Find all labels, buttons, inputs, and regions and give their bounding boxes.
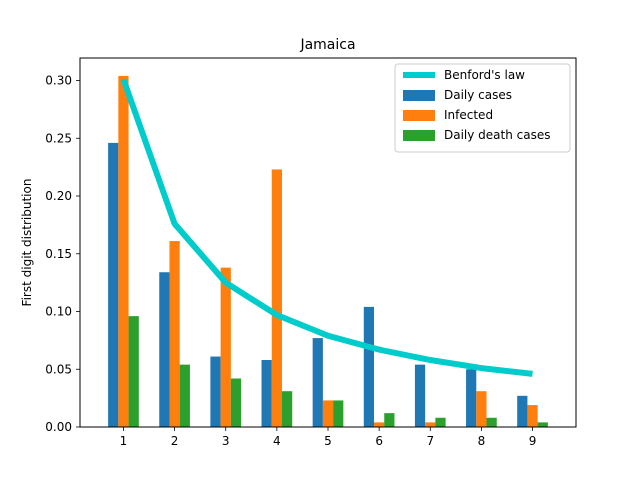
x-tick-label: 1 xyxy=(120,434,128,448)
y-tick-label: 0.00 xyxy=(45,420,72,434)
y-tick-label: 0.25 xyxy=(45,131,72,145)
bar-daily-cases-3 xyxy=(210,356,221,427)
y-axis-ticks: 0.00 0.05 0.10 0.15 0.20 0.25 0.30 xyxy=(45,74,80,434)
bar-daily-death-cases-5 xyxy=(333,400,344,427)
bar-daily-death-cases-6 xyxy=(384,413,395,427)
bar-daily-cases-6 xyxy=(363,306,375,427)
x-tick-label: 9 xyxy=(529,434,537,448)
legend-label: Daily death cases xyxy=(444,128,551,142)
legend-swatch-bar xyxy=(403,130,435,141)
bar-daily-death-cases-3 xyxy=(230,378,242,427)
bar-daily-death-cases-8 xyxy=(486,417,497,427)
y-tick-label: 0.30 xyxy=(45,74,72,88)
bar-daily-cases-7 xyxy=(414,364,426,427)
bar-daily-cases-2 xyxy=(159,272,170,427)
bar-infected-5 xyxy=(322,400,334,427)
x-axis-ticks: 1 2 3 4 5 6 7 8 9 xyxy=(120,427,537,448)
x-tick-label: 6 xyxy=(375,434,383,448)
line-benford-s-law xyxy=(120,78,533,377)
bar-infected-2 xyxy=(169,241,180,427)
bar-daily-cases-9 xyxy=(517,395,528,427)
bar-daily-death-cases-2 xyxy=(179,364,190,427)
legend-swatch-bar xyxy=(403,110,435,121)
bar-infected-8 xyxy=(476,391,487,427)
legend-label: Benford's law xyxy=(444,68,525,82)
bar-daily-death-cases-7 xyxy=(435,417,446,427)
bar-daily-cases-8 xyxy=(466,369,477,427)
bar-infected-3 xyxy=(220,267,231,427)
lines xyxy=(120,78,533,377)
x-tick-label: 5 xyxy=(324,434,332,448)
x-tick-label: 8 xyxy=(478,434,486,448)
legend-label: Infected xyxy=(444,108,493,122)
x-tick-label: 4 xyxy=(273,434,281,448)
bar-daily-cases-4 xyxy=(261,360,272,427)
bar-daily-death-cases-4 xyxy=(281,391,293,427)
bar-daily-cases-5 xyxy=(312,338,323,427)
bar-infected-6 xyxy=(374,422,385,427)
y-tick-label: 0.05 xyxy=(45,362,72,376)
legend-label: Daily cases xyxy=(444,88,512,102)
chart-title: Jamaica xyxy=(299,37,355,53)
bar-infected-1 xyxy=(118,75,129,428)
legend-swatch-bar xyxy=(403,90,435,101)
bar-infected-4 xyxy=(271,169,282,428)
bar-infected-7 xyxy=(425,422,436,427)
bar-daily-death-cases-9 xyxy=(537,422,548,427)
legend-box xyxy=(394,63,571,153)
x-tick-label: 3 xyxy=(222,434,230,448)
bars xyxy=(108,75,548,428)
legend: Benford's law Daily cases Infected Daily de… xyxy=(394,63,571,153)
bar-daily-cases-1 xyxy=(108,142,119,427)
x-tick-label: 7 xyxy=(426,434,434,448)
y-tick-label: 0.20 xyxy=(45,189,72,203)
y-tick-label: 0.15 xyxy=(45,247,72,261)
bar-infected-9 xyxy=(527,405,538,427)
bar-daily-death-cases-1 xyxy=(128,316,139,427)
y-axis-label: First digit distribution xyxy=(20,179,34,307)
x-tick-label: 2 xyxy=(171,434,179,448)
y-tick-label: 0.10 xyxy=(45,305,72,319)
